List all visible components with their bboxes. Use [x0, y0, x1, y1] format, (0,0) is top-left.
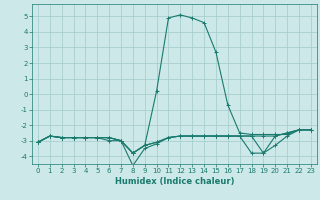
X-axis label: Humidex (Indice chaleur): Humidex (Indice chaleur) — [115, 177, 234, 186]
